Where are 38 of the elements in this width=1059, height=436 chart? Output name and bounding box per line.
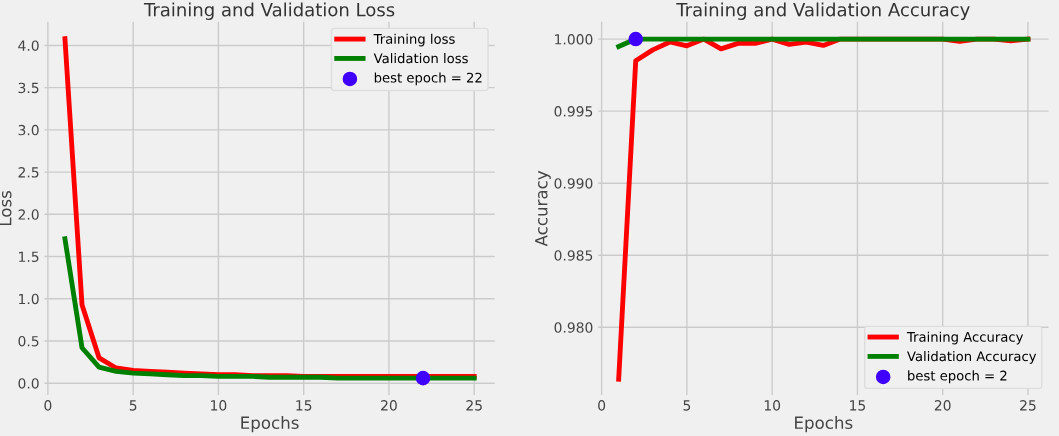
x-tick-label: 20 [934,400,951,411]
x-tick-label: 5 [683,400,691,411]
y-tick-label: 4.0 [18,40,39,51]
chart-title: Training and Validation Accuracy [676,2,970,20]
x-tick-label: 15 [296,400,312,411]
y-tick-label: 0.0 [18,378,39,389]
y-tick-label: 2.5 [18,167,39,178]
legend-label: Validation Accuracy [907,351,1037,364]
x-tick-label: 10 [764,400,781,411]
legend-label: best epoch = 2 [908,370,1007,384]
x-tick-label: 15 [850,400,866,411]
y-tick-label: 0.995 [554,106,593,117]
y-tick-label: 1.5 [19,251,39,263]
y-tick-label: 2.0 [18,209,39,220]
legend-label: Training loss [373,33,455,47]
x-tick-label: 20 [381,400,397,411]
x-tick-label: 5 [129,400,137,411]
x-tick-label: 25 [466,400,482,411]
legend-label: best epoch = 22 [374,72,482,86]
legend-label: Training Accuracy [906,331,1024,345]
y-tick-label: 1.0 [19,293,39,305]
y-tick-label: 0.980 [554,322,593,333]
chart-title: Training and Validation Loss [143,2,395,20]
x-axis-title: Epochs [241,416,299,433]
x-tick-label: 10 [211,400,227,411]
y-tick-label: 0.5 [18,335,39,347]
y-axis-title: Accuracy [535,170,551,247]
x-axis-title: Epochs [795,416,853,433]
legend-label: Validation loss [373,53,468,64]
y-axis-title: Loss [0,190,12,226]
x-tick-label: 0 [598,400,606,411]
x-tick-label: 25 [1020,400,1036,411]
y-tick-label: 0.990 [554,178,593,189]
y-tick-label: 3.5 [18,82,39,94]
x-tick-label: 0 [44,400,52,411]
y-tick-label: 1.000 [555,34,593,45]
y-tick-label: 3.0 [18,124,39,136]
y-tick-label: 0.985 [554,250,593,261]
